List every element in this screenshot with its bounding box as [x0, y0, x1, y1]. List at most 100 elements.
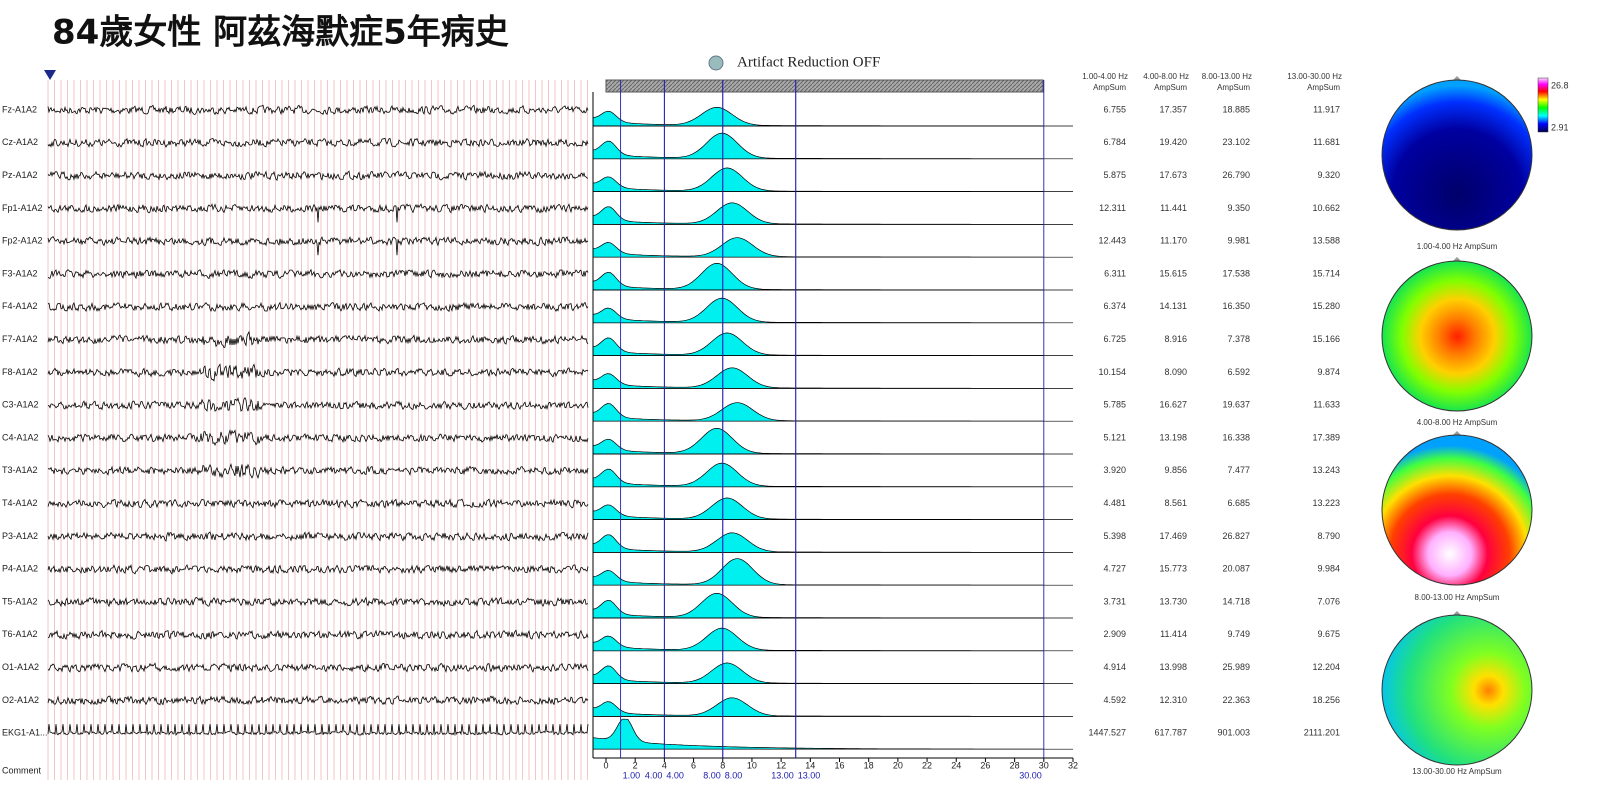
table-cell: 9.749: [1227, 629, 1250, 639]
channel-label: Fp1-A1A2: [2, 203, 43, 213]
spectrum-curve: [592, 662, 1044, 684]
spectrum-curve: [592, 263, 1044, 291]
table-cell: 14.131: [1159, 301, 1187, 311]
channel-label: F3-A1A2: [2, 268, 38, 278]
eeg-trace: [47, 235, 589, 256]
page-title: 84歲女性 阿茲海默症5年病史: [52, 13, 509, 53]
table-cell: 26.827: [1222, 531, 1250, 541]
table-cell: 5.785: [1103, 400, 1126, 410]
table-cell: 15.714: [1312, 268, 1340, 278]
eeg-trace: [47, 662, 589, 673]
channel-label: F8-A1A2: [2, 367, 38, 377]
eeg-trace: [47, 363, 589, 382]
table-cell: 4.727: [1103, 564, 1126, 574]
table-cell: 13.223: [1312, 498, 1340, 508]
spectrum-curve: [592, 697, 1044, 717]
table-cell: 6.592: [1227, 367, 1250, 377]
table-cell: 5.875: [1103, 170, 1126, 180]
x-tick-label: 12: [776, 760, 786, 770]
eeg-trace: [47, 428, 589, 447]
eeg-trace: [47, 268, 589, 280]
topomap-label: 4.00-8.00 Hz AmpSum: [1417, 418, 1498, 427]
table-cell: 17.538: [1222, 268, 1250, 278]
table-cell: 8.090: [1164, 367, 1187, 377]
artifact-toolbar: Artifact Reduction OFF: [708, 54, 880, 71]
table-cell: 13.730: [1159, 596, 1187, 606]
table-cell: 13.243: [1312, 465, 1340, 475]
table-cell: 6.311: [1104, 268, 1126, 278]
table-cell: 22.363: [1222, 695, 1250, 705]
spectrum-curve: [592, 428, 1044, 455]
table-cell: 13.588: [1312, 236, 1340, 246]
table-cell: 16.350: [1222, 301, 1250, 311]
eeg-trace: [47, 301, 589, 313]
spectrum-curve: [592, 297, 1044, 324]
x-tick-label: 10: [747, 760, 757, 770]
band-edge-label: 4.00: [645, 770, 663, 780]
table-cell: 19.637: [1222, 400, 1250, 410]
channel-label: T6-A1A2: [2, 629, 38, 639]
artifact-bar: [605, 79, 1044, 93]
topomap-label: 13.00-30.00 Hz AmpSum: [1412, 767, 1502, 776]
column-unit: AmpSum: [1307, 83, 1340, 92]
cursor-marker: [44, 70, 56, 80]
spectrum-curve: [592, 106, 1044, 127]
table-cell: 11.633: [1313, 400, 1340, 410]
eeg-trace: [47, 724, 589, 737]
table-cell: 20.087: [1222, 564, 1250, 574]
table-cell: 8.561: [1164, 498, 1187, 508]
table-cell: 13.998: [1159, 662, 1187, 672]
spectrum-curve: [592, 402, 1044, 422]
table-cell: 9.874: [1317, 367, 1340, 377]
table-cell: 16.627: [1159, 400, 1187, 410]
table-cell: 9.320: [1317, 170, 1340, 180]
band-edge-label: 30.00: [1019, 770, 1042, 780]
channel-label: O1-A1A2: [2, 662, 39, 672]
x-tick-label: 24: [951, 760, 961, 770]
channel-label: F4-A1A2: [2, 301, 38, 311]
table-cell: 9.981: [1227, 236, 1250, 246]
band-edge-label: 8.00: [725, 770, 743, 780]
table-cell: 12.311: [1099, 203, 1126, 213]
column-header: 1.00-4.00 Hz: [1082, 72, 1128, 81]
table-cell: 5.398: [1103, 531, 1126, 541]
table-cell: 17.357: [1159, 104, 1187, 114]
table-cell: 2.909: [1103, 629, 1126, 639]
topomap: [1381, 431, 1533, 586]
table-cell: 11.681: [1313, 137, 1340, 147]
x-tick-label: 28: [1010, 760, 1020, 770]
table-cell: 11.414: [1160, 629, 1187, 639]
spectrum-curve: [592, 718, 1044, 750]
topomap: [1381, 257, 1533, 412]
channel-label: Pz-A1A2: [2, 170, 38, 180]
eeg-trace: [47, 137, 589, 148]
spectrum-curve: [592, 202, 1044, 225]
topomap: [1381, 76, 1533, 231]
eeg-trace: [47, 695, 589, 706]
spectrum-curve: [592, 462, 1044, 488]
eeg-trace: [48, 396, 589, 412]
channel-label: Cz-A1A2: [2, 137, 38, 147]
channel-label: T3-A1A2: [2, 465, 38, 475]
table-cell: 8.916: [1164, 334, 1187, 344]
spectrum-curve: [592, 167, 1044, 192]
channel-label: T4-A1A2: [2, 498, 38, 508]
channel-label: O2-A1A2: [2, 695, 39, 705]
column-unit: AmpSum: [1154, 83, 1187, 92]
table-cell: 13.198: [1159, 432, 1187, 442]
eeg-trace: [47, 498, 589, 509]
band-edge-label: 8.00: [703, 770, 721, 780]
spectrum-curve: [592, 332, 1044, 356]
table-cell: 18.256: [1312, 695, 1340, 705]
eeg-trace: [47, 463, 589, 480]
channel-label: EKG1-A1...: [2, 728, 48, 738]
table-cell: 11.441: [1160, 203, 1187, 213]
eeg-trace: [47, 104, 589, 116]
eeg-trace: [47, 203, 589, 223]
table-cell: 15.615: [1159, 268, 1187, 278]
table-cell: 15.773: [1159, 564, 1187, 574]
table-cell: 26.790: [1222, 170, 1250, 180]
spectrum-curve: [592, 367, 1044, 389]
table-cell: 12.310: [1159, 695, 1187, 705]
